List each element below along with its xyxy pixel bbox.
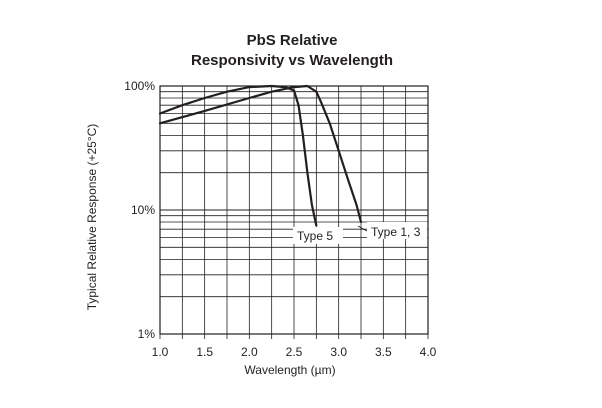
series-label-type-5: Type 5 (297, 229, 333, 243)
x-tick-label: 2.0 (241, 345, 258, 359)
chart-title-line-2: Responsivity vs Wavelength (191, 52, 393, 69)
series-line (158, 84, 318, 227)
tick-labels: 1.0 1.5 2.0 2.5 3.0 3.5 4.0 1% 10% 100% (124, 79, 436, 359)
label-leader (357, 225, 368, 232)
series-line (158, 84, 363, 224)
x-tick-label: 4.0 (420, 345, 437, 359)
y-tick-label: 100% (124, 79, 155, 93)
x-tick-label: 3.5 (375, 345, 392, 359)
x-tick-label: 2.5 (286, 345, 303, 359)
series-label-type-1-3-box (367, 222, 427, 239)
x-tick-label: 3.0 (330, 345, 347, 359)
series-layer: Type 5 Type 1, 3 (158, 84, 427, 244)
y-tick-label: 10% (131, 203, 155, 217)
x-tick-label: 1.0 (152, 345, 169, 359)
y-axis-label: Typical Relative Response (+25°C) (85, 124, 99, 311)
chart-title-line-1: PbS Relative (247, 32, 338, 49)
y-tick-label: 1% (138, 327, 156, 341)
x-tick-label: 1.5 (196, 345, 213, 359)
x-axis-label: Wavelength (µm) (244, 363, 335, 377)
plot-grid (159, 85, 429, 339)
series-label-type-1-3: Type 1, 3 (371, 225, 421, 239)
series-label-type-5-box (293, 227, 343, 244)
